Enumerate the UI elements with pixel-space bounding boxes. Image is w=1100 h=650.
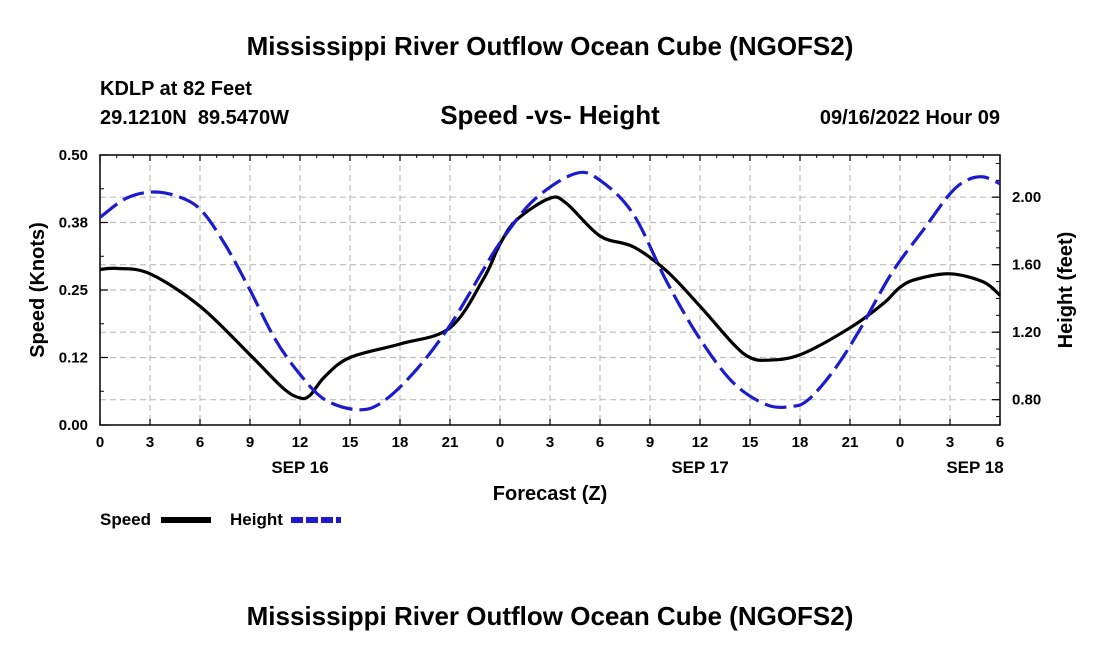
x-tick-label: 18 [392,434,409,451]
x-tick-label: 6 [596,434,604,451]
x-tick-label: 21 [442,434,459,451]
x-tick-label: 21 [842,434,859,451]
date-label: SEP 17 [671,458,728,477]
x-tick-label: 3 [146,434,154,451]
x-tick-label: 18 [792,434,809,451]
y2-tick-label: 2.00 [1012,189,1041,206]
legend-speed-label: Speed [100,510,151,529]
date-label: SEP 18 [946,458,1003,477]
x-tick-label: 9 [646,434,654,451]
series-line-height [99,170,1001,412]
station-coords: 29.1210N 89.5470W [100,107,289,129]
x-tick-label: 0 [96,434,104,451]
y2-tick-label: 1.20 [1012,324,1041,341]
legend-height-label: Height [230,510,283,529]
y2-tick-label: 0.80 [1012,392,1041,409]
series [99,170,1002,412]
y-tick-label: 0.00 [59,417,88,434]
x-tick-label: 12 [292,434,309,451]
axis-ticks [99,154,1001,426]
grid [100,155,1000,425]
tick-labels: 0 3 6 9 12 15 18 21 0 3 6 9 12 15 18 21 0 3 6 SEP 16 SEP 17 S… [59,147,1041,477]
date-label: SEP 16 [271,458,328,477]
x-axis-title: Forecast (Z) [493,483,607,505]
x-tick-label: 15 [742,434,759,451]
footer-title: Mississippi River Outflow Ocean Cube (NG… [247,601,854,631]
y2-tick-label: 1.60 [1012,257,1041,274]
page-title: Mississippi River Outflow Ocean Cube (NG… [247,31,854,61]
issued-time: 09/16/2022 Hour 09 [820,107,1000,129]
chart-title: Speed -vs- Height [440,100,660,130]
x-tick-label: 6 [996,434,1004,451]
station-name: KDLP at 82 Feet [100,78,252,100]
x-tick-label: 12 [692,434,709,451]
x-tick-label: 15 [342,434,359,451]
series-line-speed [99,195,1002,401]
x-tick-label: 3 [946,434,954,451]
x-tick-label: 3 [546,434,554,451]
y-tick-label: 0.25 [59,282,88,299]
x-tick-label: 0 [496,434,504,451]
legend: Speed Height [100,510,341,529]
x-tick-label: 0 [896,434,904,451]
y-tick-label: 0.12 [59,350,88,367]
y-axis-title: Speed (Knots) [27,222,49,358]
y-tick-label: 0.38 [59,215,88,232]
y2-axis-title: Height (feet) [1055,232,1077,349]
x-tick-label: 6 [196,434,204,451]
y-tick-label: 0.50 [59,147,88,164]
x-tick-label: 9 [246,434,254,451]
